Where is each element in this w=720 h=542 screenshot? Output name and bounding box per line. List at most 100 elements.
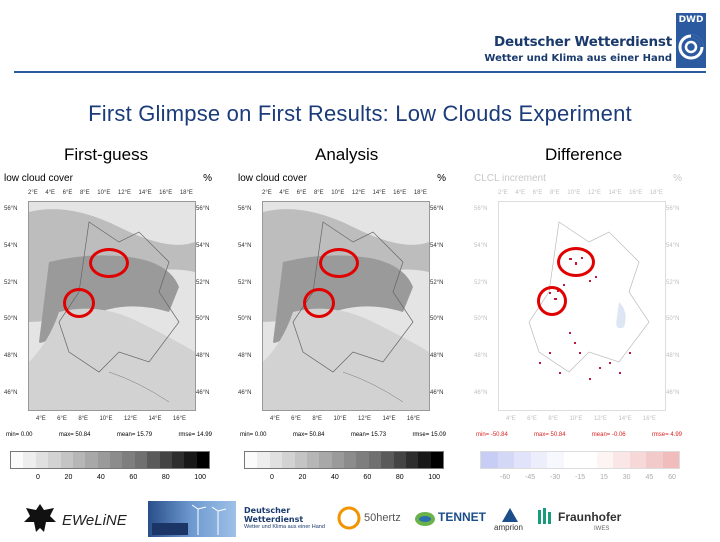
- lat-label: 52°N: [4, 279, 18, 286]
- lon-label: 14°E: [608, 190, 622, 196]
- fraunhofer-logo: Fraunhofer IWES: [538, 506, 621, 536]
- lon-label: 12°E: [593, 416, 608, 422]
- colorbar-ticks: 0 20 40 60 80 100: [36, 474, 206, 481]
- lon-label: 4°E: [36, 416, 46, 422]
- lat-label: 54°N: [474, 242, 488, 249]
- dwd-footer-logo: Deutscher Wetterdienst Wetter und Klima …: [244, 506, 332, 530]
- dwd-footer-tagline: Wetter und Klima aus einer Hand: [244, 524, 325, 530]
- colorbar-tick: 45: [645, 474, 654, 481]
- lat-label: 46°N: [196, 389, 210, 396]
- map-unit: %: [437, 173, 446, 184]
- lat-label: 54°N: [666, 242, 680, 249]
- 50hertz-logo: 50hertz: [336, 505, 406, 531]
- colorbar-tick: -45: [525, 474, 536, 481]
- lon-labels-top: 2°E 4°E 6°E 8°E 10°E 12°E 14°E 16°E 18°E: [28, 190, 193, 196]
- lat-label: 46°N: [4, 389, 18, 396]
- federal-eagle-icon: [24, 504, 56, 532]
- lon-label: 6°E: [296, 190, 307, 196]
- map-title: low cloud cover: [238, 173, 307, 184]
- lat-label: 46°N: [666, 389, 680, 396]
- map-title: low cloud cover: [4, 173, 73, 184]
- amprion-logo: amprion: [490, 508, 534, 534]
- lon-label: 12°E: [351, 190, 365, 196]
- colorbar-tick: 0: [270, 474, 274, 481]
- lat-label: 48°N: [666, 353, 680, 360]
- dwd-logo: DWD: [676, 13, 706, 68]
- heading-analysis: Analysis: [315, 145, 379, 164]
- panel-first-guess: low cloud cover % 2°E 4°E 6°E 8°E 10°E 12°E 14…: [0, 170, 218, 488]
- lon-label: 18°E: [649, 190, 663, 196]
- lon-label: 4°E: [515, 190, 526, 196]
- stat-min: min= 0.00: [240, 432, 267, 438]
- lat-label: 56°N: [666, 206, 680, 212]
- lon-label: 6°E: [57, 416, 67, 422]
- lon-label: 18°E: [179, 190, 193, 196]
- lat-label: 54°N: [238, 242, 252, 249]
- lon-label: 14°E: [138, 190, 152, 196]
- lon-label: 4°E: [45, 190, 56, 196]
- lat-label: 54°N: [196, 242, 210, 249]
- lat-label: 52°N: [196, 279, 210, 286]
- colorbar-tick: 0: [36, 474, 40, 481]
- colorbar-tick: 60: [668, 474, 676, 481]
- stat-mean: mean= -0.06: [591, 432, 626, 438]
- cloud-map-analysis: [262, 201, 430, 411]
- lat-label: 50°N: [430, 316, 444, 323]
- lon-label: 8°E: [312, 416, 323, 422]
- colorbar-ticks: 0 20 40 60 80 100: [270, 474, 440, 481]
- lon-label: 8°E: [313, 190, 324, 196]
- lon-label: 16°E: [642, 416, 656, 422]
- lon-label: 10°E: [569, 416, 583, 422]
- lon-label: 10°E: [331, 190, 345, 196]
- lon-label: 14°E: [618, 416, 632, 422]
- lat-labels-right: 56°N 54°N 52°N 50°N 48°N 46°N: [430, 206, 443, 396]
- colorbar-tick: 15: [600, 474, 608, 481]
- lon-label: 2°E: [498, 190, 508, 196]
- tennet-icon: [415, 512, 435, 526]
- stat-rmse: rmse= 4.99: [651, 432, 682, 438]
- highlight-circle: [89, 248, 129, 278]
- colorbar-tick: 20: [298, 474, 307, 481]
- lat-label: 50°N: [666, 316, 680, 323]
- map-title: CLCL increment: [474, 173, 546, 184]
- amprion-text: amprion: [494, 523, 523, 532]
- lat-labels-left: 56°N 54°N 52°N 50°N 48°N 46°N: [238, 206, 251, 396]
- lat-label: 56°N: [474, 206, 488, 212]
- lat-labels-left: 56°N 54°N 52°N 50°N 48°N 46°N: [474, 206, 487, 396]
- stat-mean: mean= 15.79: [116, 432, 153, 438]
- lon-labels-bottom: 4°E 6°E 8°E 10°E 12°E 14°E 16°E: [506, 416, 656, 422]
- lon-label: 16°E: [172, 416, 186, 422]
- lat-label: 50°N: [238, 316, 252, 323]
- lon-label: 10°E: [97, 190, 111, 196]
- lon-label: 12°E: [123, 416, 138, 422]
- lon-label: 16°E: [393, 190, 407, 196]
- lat-label: 56°N: [430, 206, 444, 212]
- lon-label: 14°E: [382, 416, 396, 422]
- lon-label: 4°E: [279, 190, 290, 196]
- lon-labels-top: 2°E 4°E 6°E 8°E 10°E 12°E 14°E 16°E 18°E: [498, 190, 663, 196]
- lat-label: 52°N: [238, 279, 252, 286]
- fraunhofer-icon: [538, 508, 551, 524]
- lat-label: 46°N: [430, 389, 444, 396]
- 50hertz-text: 50hertz: [364, 512, 401, 524]
- lon-label: 12°E: [587, 190, 601, 196]
- header-divider: [14, 71, 706, 73]
- colorbar-tick: -15: [575, 474, 586, 481]
- fraunhofer-sub: IWES: [594, 526, 610, 532]
- colorbar-tick: 40: [330, 474, 339, 481]
- colorbar-tick: 20: [64, 474, 73, 481]
- lon-label: 6°E: [532, 190, 543, 196]
- colorbar-tick: 40: [96, 474, 105, 481]
- lat-label: 50°N: [474, 316, 488, 323]
- energy-photo-strip: [148, 501, 236, 537]
- colorbar-tick: 30: [622, 474, 631, 481]
- lat-label: 54°N: [4, 242, 18, 249]
- lon-label: 6°E: [527, 416, 537, 422]
- lon-labels-bottom: 4°E 6°E 8°E 10°E 12°E 14°E 16°E: [36, 416, 186, 422]
- lon-label: 8°E: [79, 190, 90, 196]
- lat-label: 54°N: [430, 242, 444, 249]
- stat-mean: mean= 15.73: [350, 432, 387, 438]
- lon-label: 8°E: [549, 190, 560, 196]
- lon-label: 6°E: [62, 190, 73, 196]
- lat-label: 52°N: [474, 279, 488, 286]
